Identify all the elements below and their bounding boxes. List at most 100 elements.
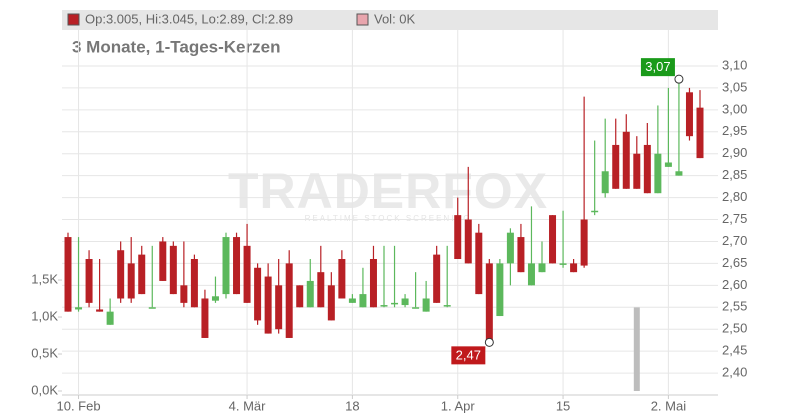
candle-body xyxy=(254,267,262,321)
candle-body xyxy=(180,285,188,303)
candle-body xyxy=(622,131,630,189)
candle-body xyxy=(443,305,451,307)
candle-body xyxy=(496,263,504,317)
candle-body xyxy=(538,263,546,273)
y2-tick-label: 0,0K xyxy=(31,382,58,397)
candle-body xyxy=(64,237,72,312)
candle-body xyxy=(169,245,177,295)
y-tick-label: 3,00 xyxy=(722,101,747,116)
candle-body xyxy=(211,296,219,301)
extreme-box xyxy=(451,346,486,365)
y-tick-label: 3,05 xyxy=(722,79,747,94)
candle-body xyxy=(591,210,599,213)
y-tick-label: 2,80 xyxy=(722,189,747,204)
candle-body xyxy=(285,263,293,338)
y-tick-label: 2,70 xyxy=(722,233,747,248)
candle-body xyxy=(264,276,272,334)
candle-body xyxy=(127,263,135,299)
candle-body xyxy=(412,307,420,309)
candle-body xyxy=(391,302,399,305)
candle-body xyxy=(327,285,335,321)
candle-body xyxy=(138,254,146,295)
y-tick-label: 2,65 xyxy=(722,255,747,270)
legend-swatch xyxy=(67,13,80,26)
legend-ohlc: Op:3.005, Hi:3.045, Lo:2.89, Cl:2.89 xyxy=(85,11,293,26)
candle-body xyxy=(148,307,156,309)
extreme-marker xyxy=(674,74,684,84)
candle-body xyxy=(233,237,241,295)
y-tick-label: 2,95 xyxy=(722,123,747,138)
candle-body xyxy=(675,171,683,176)
y-tick-label: 3,10 xyxy=(722,57,747,72)
candle-body xyxy=(422,298,430,312)
candle-body xyxy=(201,298,209,338)
candle-body xyxy=(454,215,462,260)
x-tick-label: 15 xyxy=(556,398,570,413)
candle-body xyxy=(359,294,367,308)
candle-body xyxy=(580,219,588,266)
candle-body xyxy=(643,144,651,194)
candle-body xyxy=(485,263,493,343)
legend-volume: Vol: 0K xyxy=(374,11,416,26)
x-tick-label: 1. Apr xyxy=(441,398,476,413)
candle-body xyxy=(296,285,304,308)
candle-body xyxy=(654,153,662,194)
candle-body xyxy=(685,92,693,137)
y-tick-label: 2,45 xyxy=(722,343,747,358)
candle-body xyxy=(527,263,535,286)
candle-body xyxy=(117,250,125,299)
candle-body xyxy=(275,285,283,330)
candle-body xyxy=(380,305,388,307)
candle-body xyxy=(633,153,641,189)
candle-body xyxy=(348,298,356,303)
candle-body xyxy=(401,298,409,306)
volume-bar xyxy=(633,307,640,392)
extreme-label: 3,07 xyxy=(645,59,670,74)
extreme-box xyxy=(640,58,675,77)
candle-body xyxy=(96,309,104,312)
candle-body xyxy=(464,219,472,264)
y-tick-label: 2,40 xyxy=(722,365,747,380)
candle-body xyxy=(306,280,314,308)
candle-body xyxy=(106,311,114,325)
y-tick-label: 2,85 xyxy=(722,167,747,182)
legend-bar xyxy=(62,10,718,30)
candle-body xyxy=(338,259,346,299)
y2-tick-label: 1,5K xyxy=(31,271,58,286)
candle-body xyxy=(696,107,704,159)
candle-body xyxy=(549,215,557,264)
x-tick-label: 2. Mai xyxy=(651,398,687,413)
candle-body xyxy=(159,241,167,281)
candle-body xyxy=(612,144,620,189)
candle-body xyxy=(601,171,609,194)
candle-body xyxy=(570,263,578,273)
candle-body xyxy=(559,263,567,265)
watermark-subtitle: REALTIME STOCK SCREENING xyxy=(305,214,472,223)
watermark-title: TRADERFOX xyxy=(228,163,548,219)
y-tick-label: 2,55 xyxy=(722,299,747,314)
y-tick-label: 2,75 xyxy=(722,211,747,226)
extreme-label: 2,47 xyxy=(456,347,481,362)
candle-body xyxy=(190,259,198,308)
x-tick-label: 18 xyxy=(345,398,359,413)
candle-body xyxy=(433,254,441,303)
candle-body xyxy=(506,232,514,264)
candle-body xyxy=(664,162,672,167)
candle-body xyxy=(317,272,325,308)
y2-tick-label: 0,5K xyxy=(31,345,58,360)
x-tick-label: 4. Mär xyxy=(229,398,267,413)
candle-body xyxy=(369,259,377,308)
candle-body xyxy=(85,259,93,303)
extreme-marker xyxy=(484,337,494,347)
candle-body xyxy=(517,237,525,273)
candle-body xyxy=(243,245,251,303)
x-tick-label: 10. Feb xyxy=(56,398,100,413)
candle-body xyxy=(475,232,483,295)
y2-tick-label: 1,0K xyxy=(31,308,58,323)
candle-body xyxy=(75,307,83,310)
candle-body xyxy=(222,237,230,295)
legend-swatch xyxy=(356,13,369,26)
y-tick-label: 2,50 xyxy=(722,321,747,336)
y-tick-label: 2,90 xyxy=(722,145,747,160)
subtitle: 3 Monate, 1-Tages-Kerzen xyxy=(72,37,280,56)
